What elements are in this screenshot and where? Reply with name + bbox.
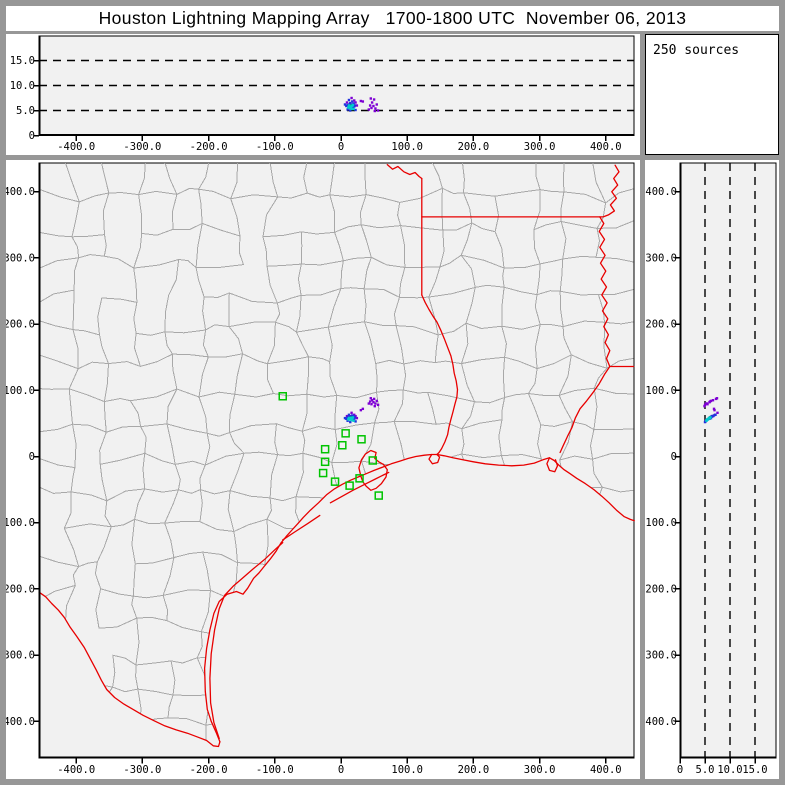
svg-text:-300.0: -300.0 <box>645 650 677 662</box>
svg-text:5.0: 5.0 <box>696 764 715 776</box>
svg-text:-400.0: -400.0 <box>57 764 95 776</box>
svg-text:-100.0: -100.0 <box>256 141 294 153</box>
axes <box>34 36 634 141</box>
svg-text:100.0: 100.0 <box>6 385 35 397</box>
lma-stations <box>278 392 383 500</box>
svg-text:-400.0: -400.0 <box>57 141 95 153</box>
title-bar: Houston Lightning Mapping Array 1700-180… <box>6 6 779 31</box>
svg-text:-300.0: -300.0 <box>123 764 161 776</box>
lightning-sources <box>343 397 380 424</box>
plot-canvas: 0 5.0 10.0 15.0 -400.0 -300.0 -200.0 -100.0 0 100… <box>10 35 635 153</box>
tick-labels: 0 5.0 10.0 15.0 -400.0 -300.0 -200.0 -100.0 0 100… <box>10 55 622 153</box>
lightning-sources <box>343 96 380 113</box>
svg-text:-400.0: -400.0 <box>6 716 35 728</box>
svg-text:10.0: 10.0 <box>10 80 35 92</box>
window-title: Houston Lightning Mapping Array 1700-180… <box>98 8 687 28</box>
svg-text:-300.0: -300.0 <box>6 650 35 662</box>
svg-text:100.0: 100.0 <box>645 385 677 397</box>
plot-canvas: 400.0 300.0 200.0 100.0 0 -100.0 -200.0 -300.0 -… <box>645 162 777 776</box>
altitude-gridlines <box>39 59 634 112</box>
svg-text:400.0: 400.0 <box>590 764 622 776</box>
altitude-vs-eastwest-panel: 0 5.0 10.0 15.0 -400.0 -300.0 -200.0 -100.0 0 100… <box>6 34 640 155</box>
svg-text:400.0: 400.0 <box>645 186 677 198</box>
svg-text:-100.0: -100.0 <box>6 517 35 529</box>
source-count-panel: 250 sources <box>645 34 779 155</box>
lightning-sources <box>703 397 719 424</box>
svg-text:-200.0: -200.0 <box>190 764 228 776</box>
svg-text:-200.0: -200.0 <box>6 583 35 595</box>
svg-text:-100.0: -100.0 <box>256 764 294 776</box>
svg-text:400.0: 400.0 <box>590 141 622 153</box>
svg-text:0: 0 <box>338 764 344 776</box>
plot-canvas: 400.0 300.0 200.0 100.0 0 -100.0 -200.0 -300.0 -… <box>6 162 635 776</box>
tick-labels: 400.0 300.0 200.0 100.0 0 -100.0 -200.0 -300.0 -… <box>645 186 768 776</box>
svg-text:300.0: 300.0 <box>524 764 556 776</box>
svg-text:10.0: 10.0 <box>717 764 742 776</box>
svg-text:100.0: 100.0 <box>391 141 423 153</box>
svg-text:-200.0: -200.0 <box>190 141 228 153</box>
svg-text:0: 0 <box>677 764 683 776</box>
svg-text:300.0: 300.0 <box>524 141 556 153</box>
svg-text:200.0: 200.0 <box>458 764 490 776</box>
svg-text:300.0: 300.0 <box>6 252 35 264</box>
svg-text:0: 0 <box>338 141 344 153</box>
axes <box>674 163 776 764</box>
svg-text:100.0: 100.0 <box>391 764 423 776</box>
altitude-gridlines <box>704 163 756 758</box>
altitude-vs-northsouth-panel: 400.0 300.0 200.0 100.0 0 -100.0 -200.0 -300.0 -… <box>645 160 779 779</box>
svg-text:-400.0: -400.0 <box>645 716 677 728</box>
svg-text:0: 0 <box>671 451 677 463</box>
svg-text:400.0: 400.0 <box>6 186 35 198</box>
svg-text:15.0: 15.0 <box>10 55 35 67</box>
svg-text:5.0: 5.0 <box>16 105 35 117</box>
svg-text:300.0: 300.0 <box>645 252 677 264</box>
plan-view-map-panel: 400.0 300.0 200.0 100.0 0 -100.0 -200.0 -300.0 -… <box>6 160 640 779</box>
state-borders <box>38 163 635 748</box>
axes <box>33 163 634 764</box>
svg-text:200.0: 200.0 <box>645 319 677 331</box>
svg-text:-300.0: -300.0 <box>123 141 161 153</box>
svg-text:-200.0: -200.0 <box>645 583 677 595</box>
source-count-label: 250 sources <box>653 43 740 58</box>
svg-text:-100.0: -100.0 <box>645 517 677 529</box>
svg-text:200.0: 200.0 <box>6 319 35 331</box>
svg-text:0: 0 <box>29 130 35 142</box>
tick-labels: 400.0 300.0 200.0 100.0 0 -100.0 -200.0 -300.0 -… <box>6 186 622 776</box>
svg-text:0: 0 <box>29 451 35 463</box>
svg-text:200.0: 200.0 <box>458 141 490 153</box>
svg-text:15.0: 15.0 <box>742 764 767 776</box>
